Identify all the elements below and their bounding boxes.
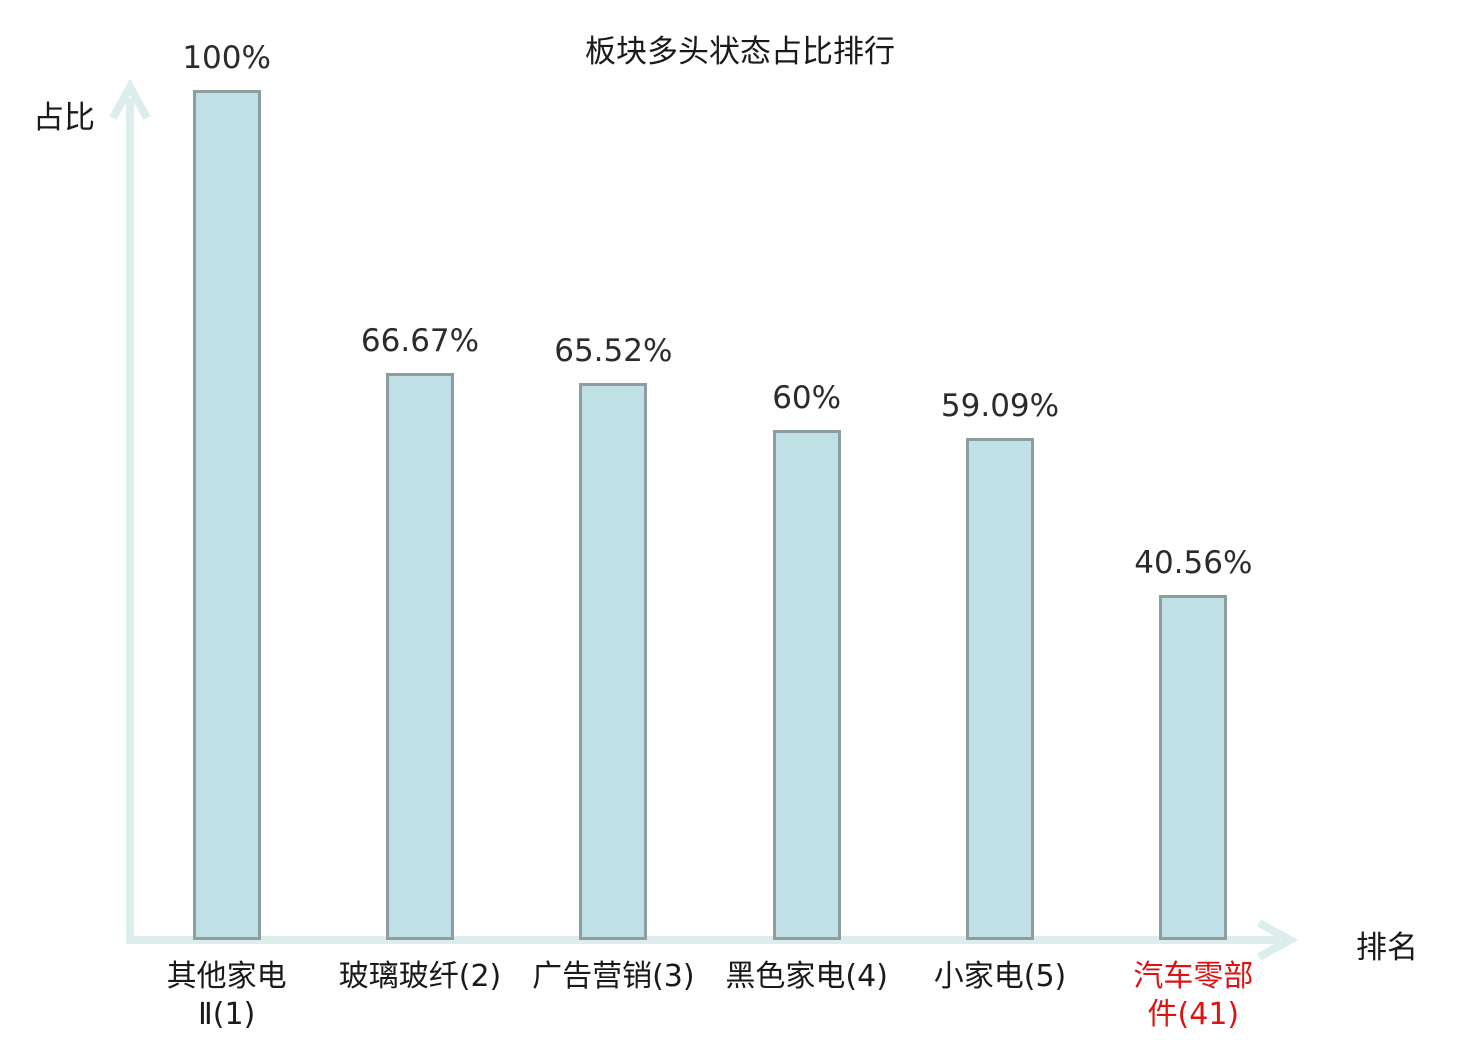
bar-category-label: 小家电(5) xyxy=(933,959,1067,994)
bar xyxy=(1159,595,1228,940)
bar-category-label: 其他家电 Ⅱ(1) xyxy=(166,959,287,1032)
bar xyxy=(966,437,1034,940)
bar-category-label: 广告营销(3) xyxy=(532,959,695,994)
bar-value-label: 66.67% xyxy=(360,323,480,360)
chart-title: 板块多头状态占比排行 xyxy=(585,34,895,70)
bar-category-label: 黑色家电(4) xyxy=(725,959,888,994)
bar xyxy=(386,373,454,940)
y-axis-arrow-icon xyxy=(109,78,151,120)
bar-category-label: 玻璃玻纤(2) xyxy=(338,959,502,994)
bar xyxy=(772,430,841,940)
x-axis-label: 排名 xyxy=(1356,930,1418,966)
x-axis-arrow-icon xyxy=(1257,919,1299,961)
bar-value-label: 60% xyxy=(772,380,842,416)
bar-value-label: 40.56% xyxy=(1134,545,1253,582)
bar-value-label: 100% xyxy=(182,40,271,76)
y-axis-label: 占比 xyxy=(33,100,95,136)
bar xyxy=(579,383,648,940)
bar-value-label: 59.09% xyxy=(940,387,1060,424)
bar-value-label: 65.52% xyxy=(554,333,673,370)
bar-category-label: 汽车零部 件(41) xyxy=(1133,959,1254,1032)
bar xyxy=(192,90,261,940)
